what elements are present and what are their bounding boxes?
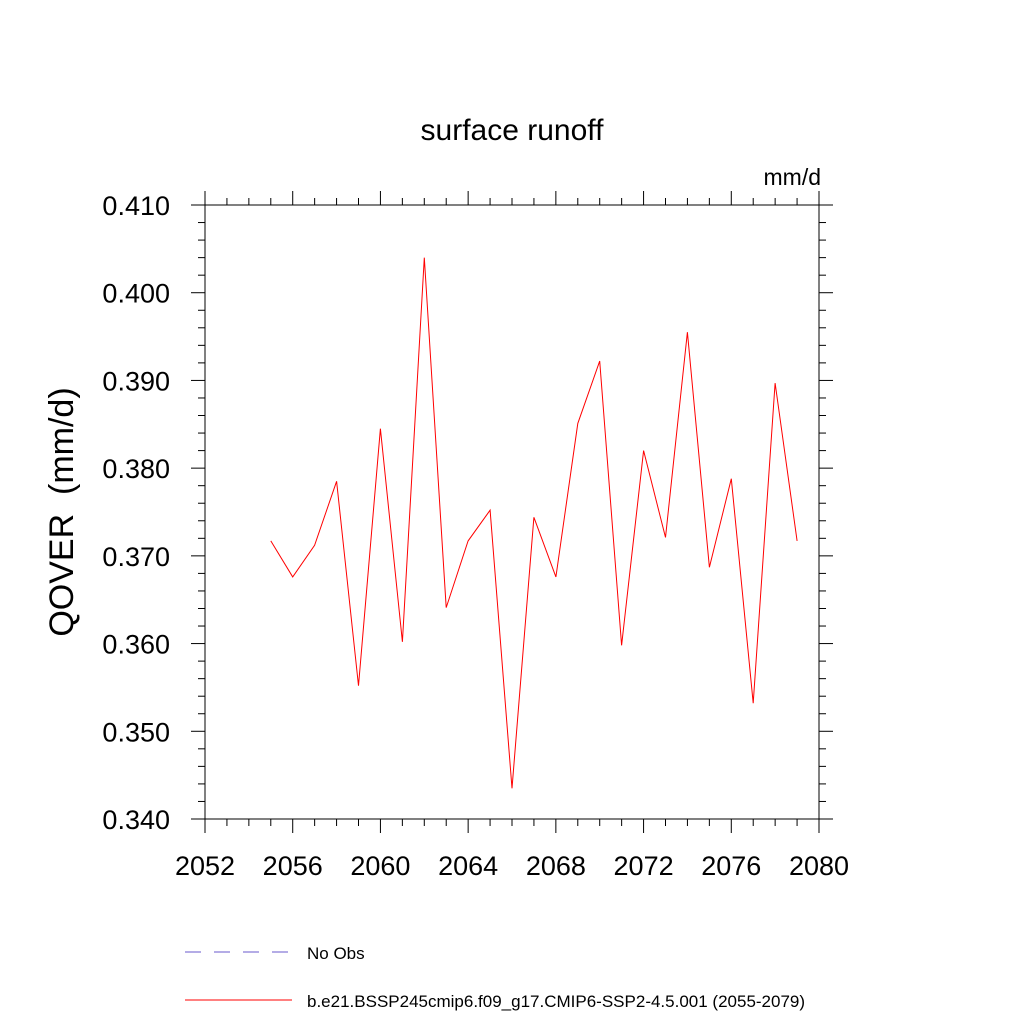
x-tick-label: 2080 [789, 851, 849, 881]
y-axis-label: QOVER (mm/d) [43, 387, 81, 636]
legend: No Obs b.e21.BSSP245cmip6.f09_g17.CMIP6-… [185, 944, 805, 1011]
x-tick-label: 2072 [614, 851, 674, 881]
y-tick-label: 0.340 [102, 805, 170, 835]
plot-frame [204, 204, 820, 820]
y-tick-label: 0.400 [102, 279, 170, 309]
x-tick-label: 2056 [263, 851, 323, 881]
axis-ticks [191, 191, 833, 833]
x-tick-label: 2076 [701, 851, 761, 881]
x-tick-label: 2052 [175, 851, 235, 881]
y-tick-label: 0.360 [102, 630, 170, 660]
x-tick-label: 2068 [526, 851, 586, 881]
x-tick-label: 2064 [438, 851, 498, 881]
y-tick-label: 0.370 [102, 542, 170, 572]
x-tick-label: 2060 [350, 851, 410, 881]
data-series-line [270, 257, 798, 789]
chart-title: surface runoff [421, 114, 605, 147]
y-tick-label: 0.380 [102, 454, 170, 484]
y-tick-label: 0.410 [102, 191, 170, 221]
legend-label-model: b.e21.BSSP245cmip6.f09_g17.CMIP6-SSP2-4.… [307, 992, 805, 1011]
y-tick-label: 0.390 [102, 366, 170, 396]
y-tick-labels: 0.340 0.350 0.360 0.370 0.380 0.390 0.400 0.410 [102, 191, 170, 835]
y-tick-label: 0.350 [102, 717, 170, 747]
x-tick-labels: 2052 2056 2060 2064 2068 2072 2076 2080 [175, 851, 849, 881]
legend-label-no-obs: No Obs [307, 944, 365, 963]
units-label: mm/d [764, 164, 822, 190]
